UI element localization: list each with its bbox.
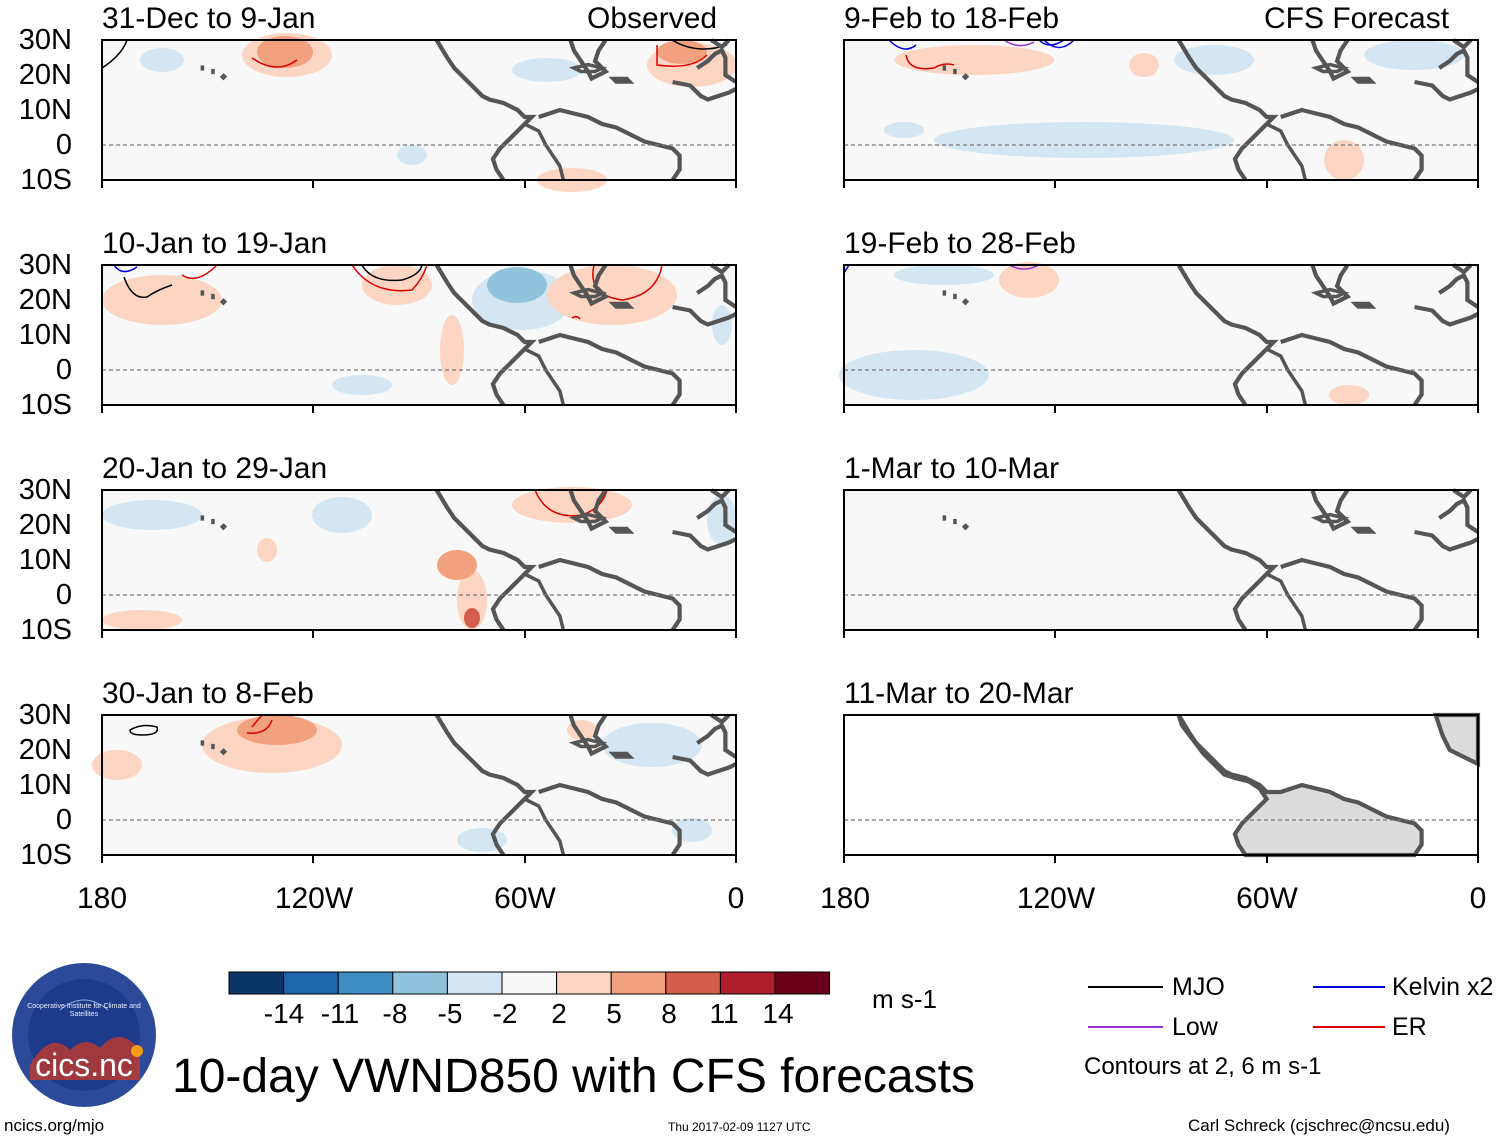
forecast-label: CFS Forecast [1264,2,1450,35]
panel-fc-2 [839,262,1478,405]
colorbar-units: m s-1 [872,984,937,1014]
lat-label-10s: 10S [20,614,72,646]
colorbar-swatch [228,971,285,995]
legend-lines [1088,986,1385,1028]
panel-title-fc-1: 9-Feb to 18-Feb [844,2,1060,35]
colorbar-swatch [283,971,339,995]
colorbar-swatch [556,971,612,995]
panel-fc-4 [843,715,1478,855]
footer-author: Carl Schreck (cjschrec@ncsu.edu) [1188,1116,1450,1135]
colorbar-swatch [774,971,831,995]
lat-label-10s: 10S [20,839,72,871]
lat-label-10n: 10N [18,94,72,126]
legend-label-er: ER [1392,1013,1427,1041]
colorbar-swatch [446,971,503,995]
main-title: 10-day VWND850 with CFS forecasts [172,1050,975,1103]
lat-label-0: 0 [55,579,72,611]
colorbar-label-6: 2 [551,998,567,1029]
colorbar-label-2: -11 [320,998,360,1029]
observed-label: Observed [587,2,718,35]
colorbar-swatch [337,971,394,995]
legend-label-kelvin: Kelvin x2 [1392,973,1494,1001]
colorbar-label-10: 14 [762,998,794,1029]
lon-label-180-right: 180 [819,882,871,915]
lon-label-0-left: 0 [727,882,745,915]
colorbar-label-4: -5 [437,998,463,1029]
lat-label-30n: 30N [18,474,72,506]
lat-label-20n: 20N [18,734,72,766]
lat-label-30n: 30N [18,699,72,731]
lat-label-20n: 20N [18,59,72,91]
lat-label-10n: 10N [18,769,72,801]
colorbar-label-7: 5 [606,998,622,1029]
lon-label-60w-right: 60W [1236,882,1298,915]
colorbar-swatch [610,971,667,995]
lat-label-30n: 30N [18,24,72,56]
panel-title-obs-3: 20-Jan to 29-Jan [102,452,328,485]
lon-label-60w-left: 60W [494,882,556,915]
legend-contour-note: Contours at 2, 6 m s-1 [1084,1053,1322,1080]
panel-obs-1 [101,33,737,192]
colorbar-swatch [501,971,558,995]
lon-label-180-left: 180 [76,882,128,915]
lon-label-0-right: 0 [1469,882,1487,915]
lat-label-20n: 20N [18,509,72,541]
panel-obs-3 [101,487,737,630]
colorbar-label-1: -14 [263,998,305,1029]
lat-label-10s: 10S [20,164,72,196]
panel-title-obs-1: 31-Dec to 9-Jan [102,2,316,35]
panel-title-fc-4: 11-Mar to 20-Mar [844,677,1074,710]
axis-ticks [101,180,1479,863]
panel-title-fc-2: 19-Feb to 28-Feb [844,227,1076,260]
colorbar-label-9: 11 [709,998,739,1029]
panel-title-fc-3: 1-Mar to 10-Mar [844,452,1060,485]
lat-label-0: 0 [55,804,72,836]
lat-label-10n: 10N [18,319,72,351]
lon-label-120w-right: 120W [1016,882,1096,915]
logo-ring-text: Cooperative Institute for Climate and Sa… [27,1003,141,1018]
footer-url[interactable]: ncics.org/mjo [4,1116,105,1135]
colorbar-swatch [719,971,776,995]
cics-logo [12,963,156,1107]
lat-label-0: 0 [55,354,72,386]
colorbar-swatch [392,971,448,995]
logo-text: cics.nc [35,1047,133,1083]
lat-label-20n: 20N [18,284,72,316]
lat-label-10n: 10N [18,544,72,576]
colorbar-label-5: -2 [492,998,518,1029]
colorbar-swatch [665,971,721,995]
panel-obs-4 [92,715,736,855]
colorbar [228,971,831,995]
panel-fc-3 [843,490,1478,630]
lon-label-120w-left: 120W [274,882,354,915]
panel-obs-2 [101,265,736,405]
legend-label-low: Low [1172,1013,1218,1041]
panel-title-obs-2: 10-Jan to 19-Jan [102,227,328,260]
footer-timestamp: Thu 2017-02-09 1127 UTC [668,1120,811,1134]
legend-label-mjo: MJO [1172,973,1225,1001]
lat-label-0: 0 [55,129,72,161]
lat-label-10s: 10S [20,389,72,421]
lat-label-30n: 30N [18,249,72,281]
colorbar-label-3: -8 [382,998,408,1029]
panel-fc-1 [843,40,1478,180]
colorbar-label-8: 8 [661,998,677,1029]
panel-title-obs-4: 30-Jan to 8-Feb [102,677,314,710]
